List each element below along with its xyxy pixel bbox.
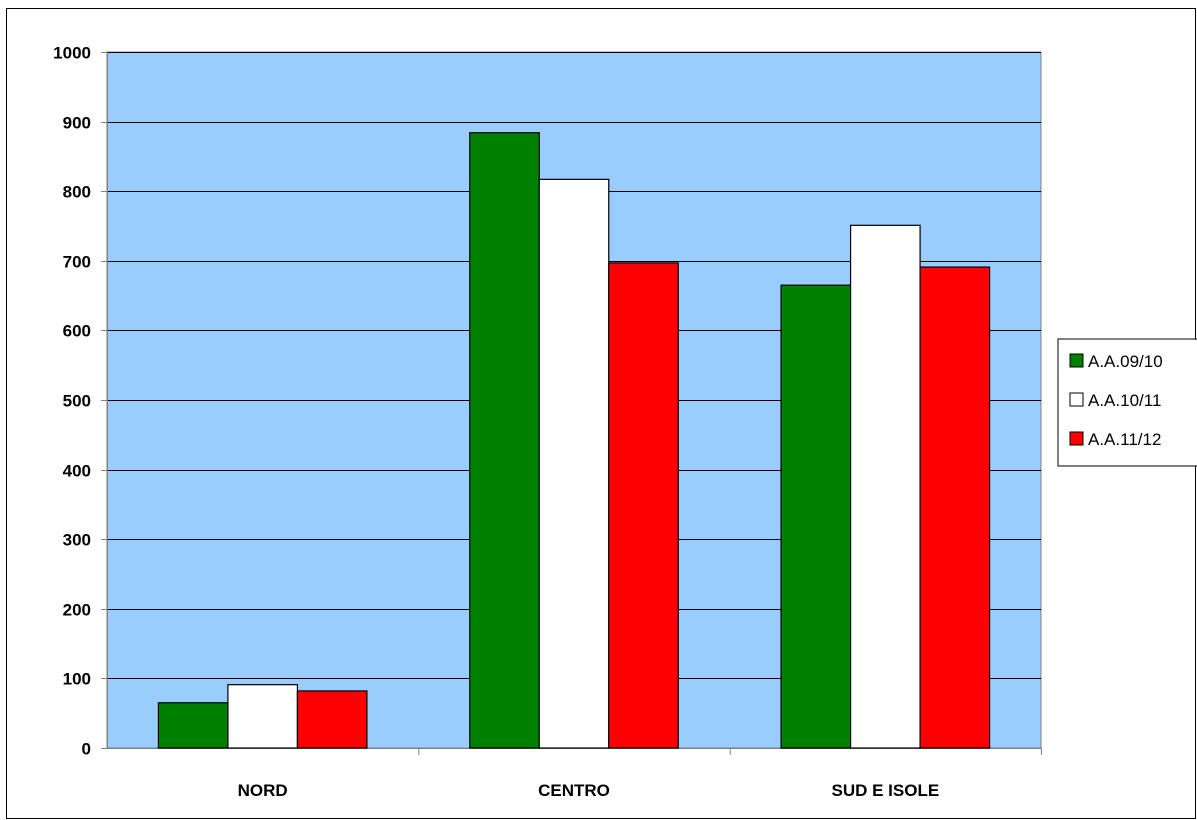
x-tick-label: NORD [238, 781, 288, 800]
bar [538, 178, 610, 749]
legend-label: A.A.09/10 [1088, 352, 1163, 371]
legend-swatch [1069, 353, 1084, 368]
y-tick-label: 300 [63, 531, 91, 550]
y-tick-label: 200 [63, 601, 91, 620]
legend-swatch [1069, 392, 1084, 407]
y-tick-label: 700 [63, 253, 91, 272]
y-tick-label: 900 [63, 114, 91, 133]
bar [296, 690, 368, 749]
x-tick-label: CENTRO [538, 781, 610, 800]
bar [849, 224, 921, 749]
y-tick-label: 600 [63, 322, 91, 341]
bar [227, 684, 299, 749]
y-tick-label: 0 [82, 740, 91, 759]
bar [157, 702, 229, 749]
bar [469, 132, 540, 749]
bar [919, 266, 991, 749]
y-tick-label: 1000 [53, 44, 91, 63]
y-tick-label: 500 [63, 392, 91, 411]
y-tick-label: 400 [63, 462, 91, 481]
legend-label: A.A.11/12 [1088, 430, 1161, 449]
legend-label: A.A.10/11 [1088, 391, 1161, 410]
bar [608, 262, 679, 749]
x-tick-label: SUD E ISOLE [831, 781, 939, 800]
legend-swatch [1069, 431, 1084, 446]
y-tick-label: 800 [63, 183, 91, 202]
y-tick-label: 100 [63, 670, 91, 689]
bar [780, 284, 852, 749]
